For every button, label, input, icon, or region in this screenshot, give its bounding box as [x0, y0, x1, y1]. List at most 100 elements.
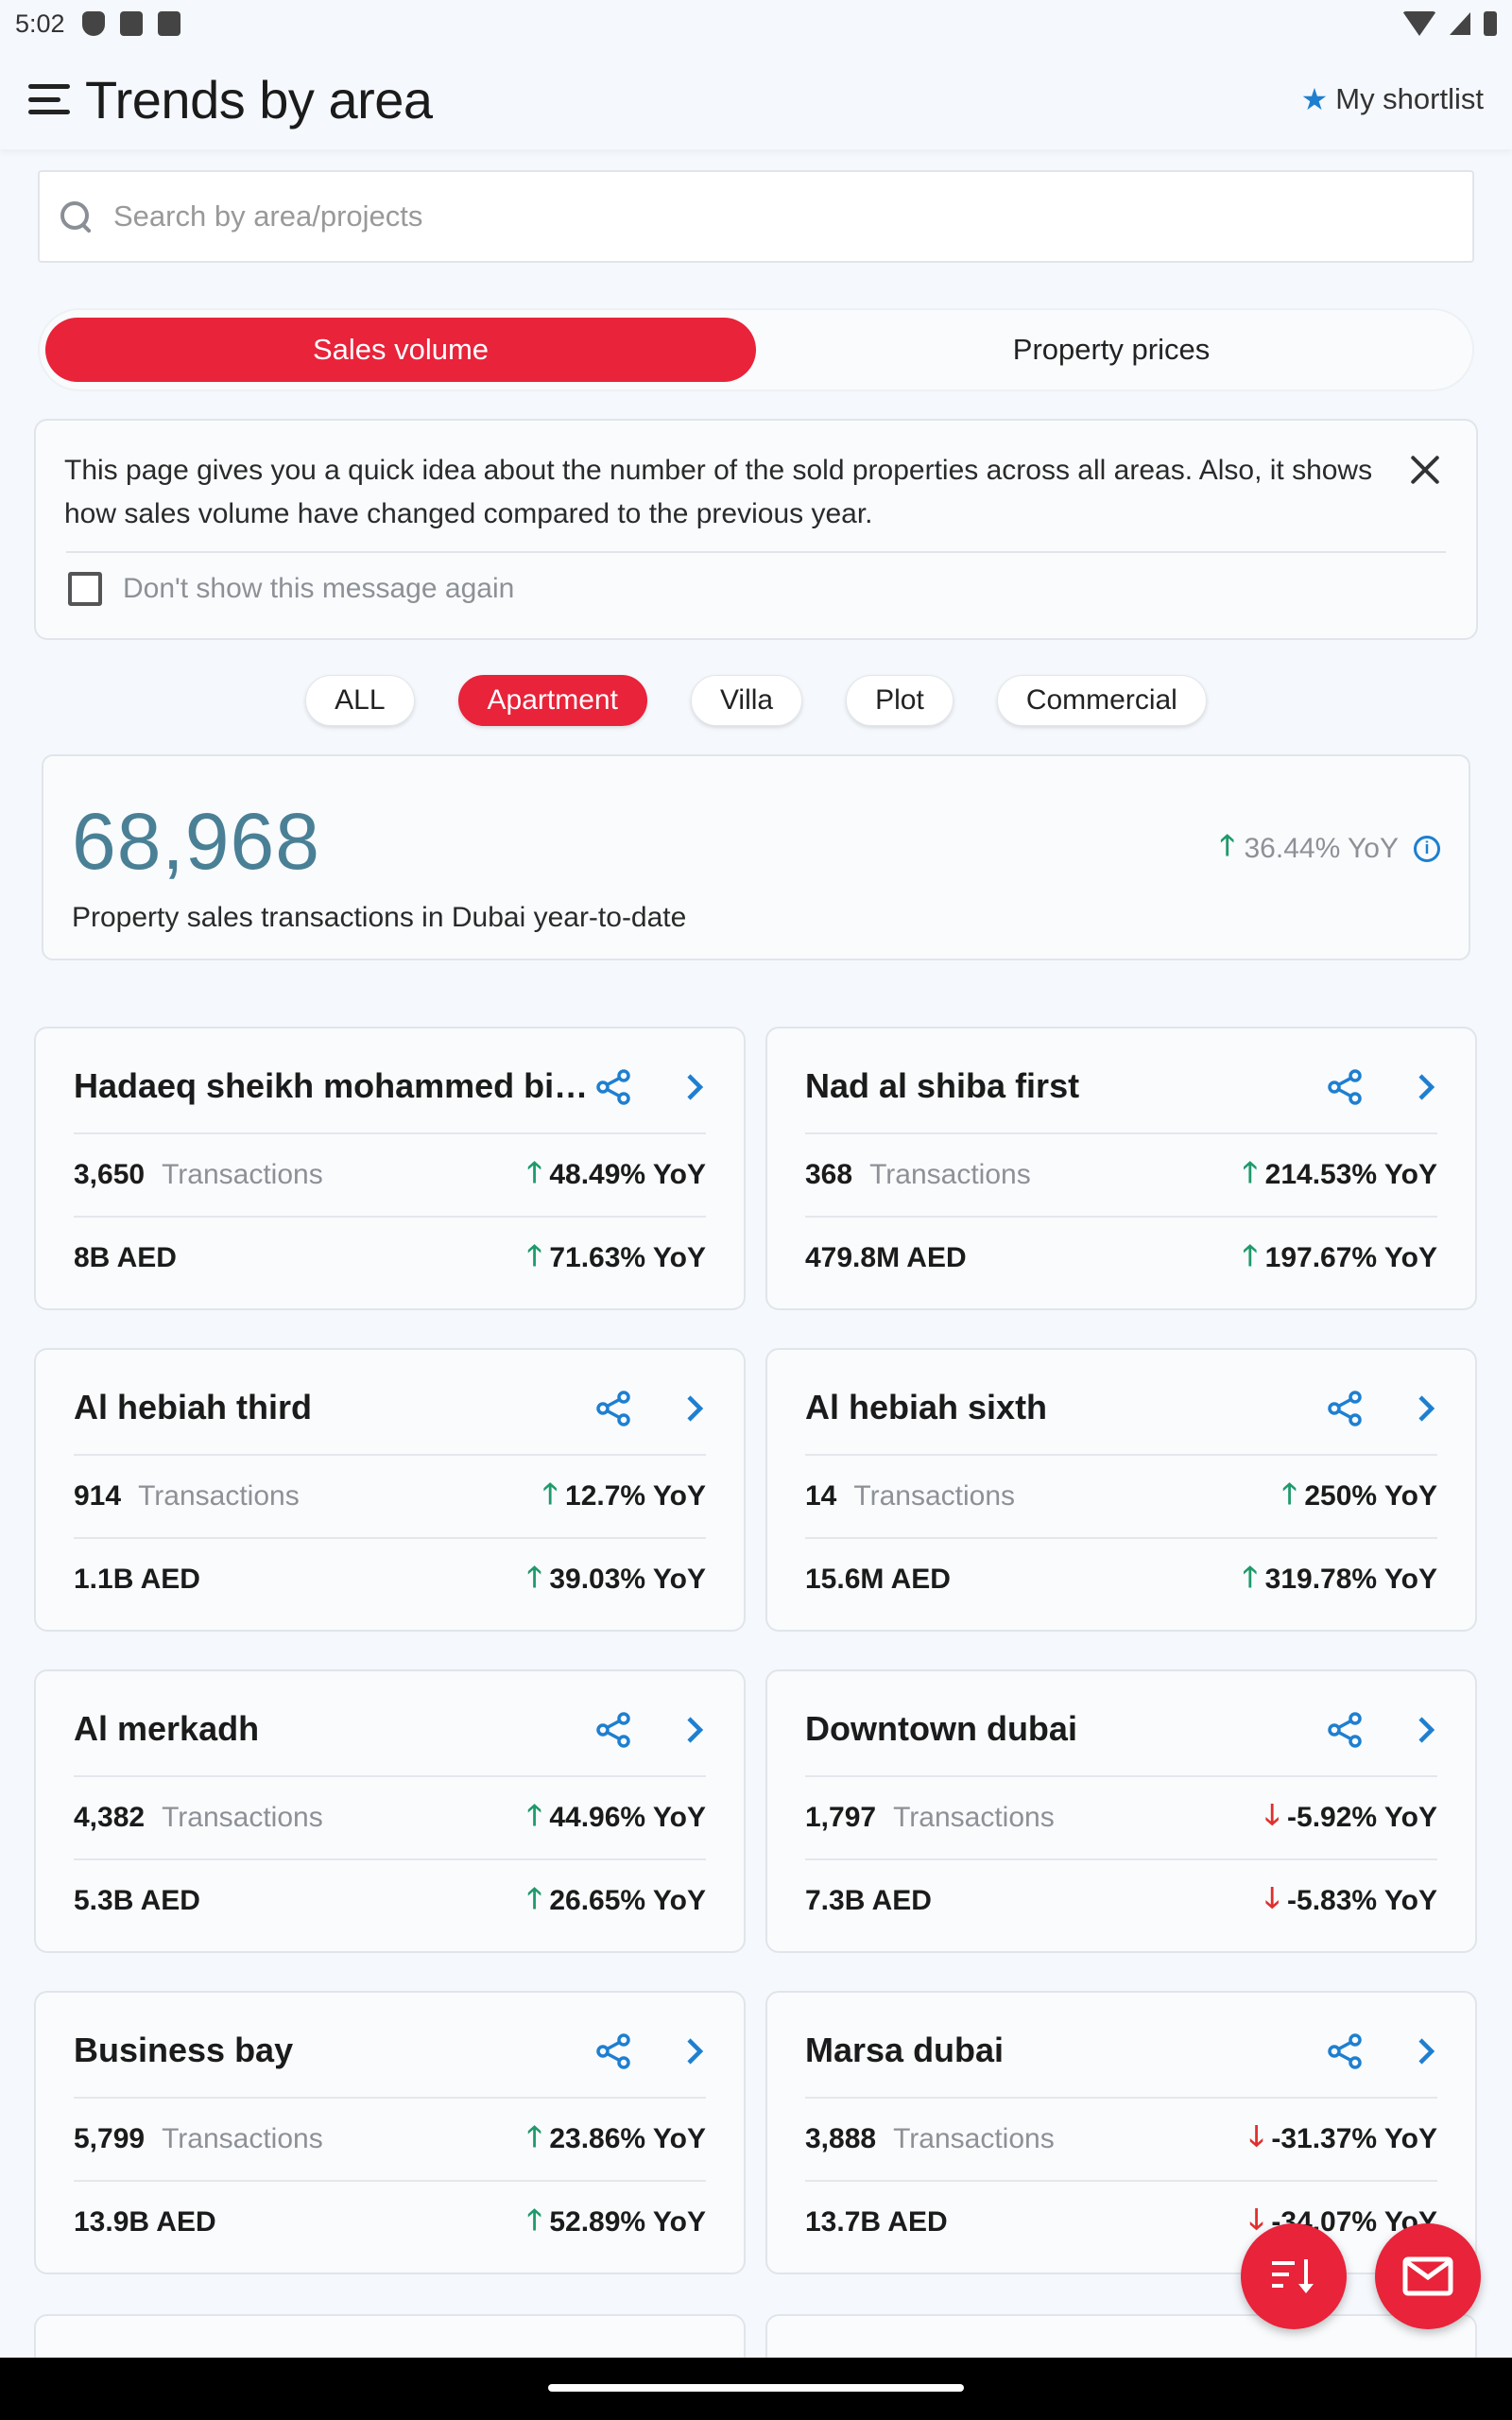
transactions-label: Transactions — [162, 2123, 323, 2154]
sales-value: 479.8M AED — [805, 1242, 967, 1273]
share-icon[interactable] — [594, 1390, 632, 1427]
system-nav-bar — [0, 2358, 1512, 2420]
area-card[interactable]: Marsa dubai 3,888 Transactions 🡓 -31.37% YoY… — [765, 1991, 1477, 2274]
summary-card: 68,968 🡑 36.44% YoY i Property sales tra… — [42, 754, 1470, 960]
filter-villa[interactable]: Villa — [690, 675, 803, 726]
share-icon[interactable] — [594, 1711, 632, 1749]
transactions-count: 1,797 — [805, 1802, 877, 1833]
home-gesture-handle[interactable] — [548, 2384, 964, 2392]
transactions-row: 5,799 Transactions 🡑 23.86% YoY — [74, 2116, 706, 2163]
chevron-right-icon[interactable] — [1413, 2038, 1439, 2065]
app-header: Trends by area ★ My shortlist — [0, 49, 1512, 149]
battery-icon — [1484, 11, 1497, 36]
menu-icon[interactable] — [28, 84, 70, 114]
arrow-up-icon: 🡑 — [526, 1156, 542, 1188]
transactions-label: Transactions — [893, 1802, 1055, 1833]
shortlist-label: My shortlist — [1335, 82, 1484, 115]
divider — [74, 1775, 706, 1777]
value-yoy-value: 52.89% YoY — [549, 2206, 706, 2238]
value-row: 13.9B AED 🡑 52.89% YoY — [74, 2199, 706, 2246]
transactions-label: Transactions — [162, 1802, 323, 1833]
sales-value: 13.7B AED — [805, 2206, 948, 2238]
value-row: 8B AED 🡑 71.63% YoY — [74, 1235, 706, 1282]
filter-plot[interactable]: Plot — [846, 675, 954, 726]
chevron-right-icon[interactable] — [1413, 1074, 1439, 1100]
dont-show-again-checkbox[interactable]: Don't show this message again — [68, 572, 514, 606]
value-yoy-value: 197.67% YoY — [1264, 1242, 1437, 1273]
area-card[interactable]: Business bay 5,799 Transactions 🡑 23.86% YoY… — [34, 1991, 746, 2274]
chevron-right-icon[interactable] — [681, 1395, 708, 1422]
my-shortlist-button[interactable]: ★ My shortlist — [1301, 81, 1484, 117]
transactions-yoy-value: 44.96% YoY — [549, 1802, 706, 1833]
arrow-down-icon: 🡓 — [1248, 2204, 1264, 2236]
share-icon[interactable] — [1326, 1068, 1364, 1106]
sort-button[interactable] — [1241, 2223, 1347, 2329]
transactions-yoy-value: 12.7% YoY — [565, 1480, 706, 1512]
value-yoy-value: -5.83% YoY — [1287, 1885, 1437, 1916]
divider — [66, 551, 1446, 553]
value-row: 7.3B AED 🡓 -5.83% YoY — [805, 1877, 1437, 1925]
transactions-yoy-value: 23.86% YoY — [549, 2123, 706, 2154]
tab-property-prices[interactable]: Property prices — [1012, 333, 1211, 366]
transactions-yoy-value: 250% YoY — [1304, 1480, 1437, 1512]
filter-apartment[interactable]: Apartment — [457, 675, 647, 726]
share-icon[interactable] — [1326, 1711, 1364, 1749]
value-row: 5.3B AED 🡑 26.65% YoY — [74, 1877, 706, 1925]
transactions-yoy: 🡓 -5.92% YoY — [1264, 1794, 1437, 1842]
checkbox[interactable] — [68, 572, 102, 606]
info-icon[interactable]: i — [1414, 835, 1440, 862]
transactions-count: 368 — [805, 1159, 853, 1190]
transactions-yoy: 🡑 48.49% YoY — [527, 1151, 706, 1200]
transactions-row: 914 Transactions 🡑 12.7% YoY — [74, 1473, 706, 1520]
chevron-right-icon[interactable] — [681, 1717, 708, 1743]
arrow-up-icon: 🡑 — [526, 2204, 542, 2236]
share-icon[interactable] — [594, 2032, 632, 2070]
chevron-right-icon[interactable] — [681, 2038, 708, 2065]
chevron-right-icon[interactable] — [681, 1074, 708, 1100]
share-icon[interactable] — [1326, 2032, 1364, 2070]
area-card[interactable]: Al hebiah third 914 Transactions 🡑 12.7% YoY… — [34, 1348, 746, 1632]
sort-icon — [1272, 2259, 1314, 2293]
transactions-yoy: 🡑 44.96% YoY — [527, 1794, 706, 1842]
tab-sales-volume[interactable]: Sales volume — [45, 318, 756, 382]
filter-all[interactable]: ALL — [305, 675, 415, 726]
area-card[interactable]: Al hebiah sixth 14 Transactions 🡑 250% YoY 15… — [765, 1348, 1477, 1632]
transactions-label: Transactions — [138, 1480, 300, 1512]
area-card[interactable]: Hadaeq sheikh mohammed bin... 3,650 Transa… — [34, 1027, 746, 1310]
search-input[interactable] — [113, 199, 1453, 233]
mail-icon — [1402, 2256, 1453, 2296]
share-icon[interactable] — [594, 1068, 632, 1106]
sd-card-icon — [157, 11, 180, 36]
area-name: Business bay — [74, 2031, 294, 2069]
arrow-up-icon: 🡑 — [1243, 1561, 1258, 1593]
transactions-row: 3,888 Transactions 🡓 -31.37% YoY — [805, 2116, 1437, 2163]
area-card[interactable]: Nad al shiba first 368 Transactions 🡑 214.53… — [765, 1027, 1477, 1310]
transactions-label: Transactions — [893, 2123, 1055, 2154]
sales-value: 8B AED — [74, 1242, 177, 1273]
wifi-icon — [1402, 11, 1436, 36]
arrow-up-icon: 🡑 — [542, 1478, 558, 1510]
divider — [74, 1537, 706, 1539]
close-icon[interactable] — [1408, 453, 1442, 487]
divider — [74, 2097, 706, 2099]
value-row: 13.7B AED 🡓 -34.07% YoY — [805, 2199, 1437, 2246]
arrow-up-icon: 🡑 — [526, 1561, 542, 1593]
font-icon — [119, 11, 143, 36]
area-card[interactable]: Al merkadh 4,382 Transactions 🡑 44.96% YoY 5.… — [34, 1669, 746, 1953]
transactions-label: Transactions — [853, 1480, 1015, 1512]
share-icon[interactable] — [1326, 1390, 1364, 1427]
chevron-right-icon[interactable] — [1413, 1717, 1439, 1743]
filter-commercial[interactable]: Commercial — [996, 675, 1207, 726]
shield-icon — [81, 11, 105, 36]
area-card[interactable]: Downtown dubai 1,797 Transactions 🡓 -5.92% Y… — [765, 1669, 1477, 1953]
transactions-yoy: 🡑 214.53% YoY — [1243, 1151, 1437, 1200]
mail-button[interactable] — [1375, 2223, 1481, 2329]
transactions-count: 3,888 — [805, 2123, 877, 2154]
value-row: 1.1B AED 🡑 39.03% YoY — [74, 1556, 706, 1603]
status-bar: 5:02 — [0, 0, 1512, 47]
arrow-up-icon: 🡑 — [526, 1799, 542, 1831]
transactions-count: 14 — [805, 1480, 837, 1512]
chevron-right-icon[interactable] — [1413, 1395, 1439, 1422]
divider — [74, 1132, 706, 1134]
total-transactions: 68,968 — [72, 797, 320, 886]
